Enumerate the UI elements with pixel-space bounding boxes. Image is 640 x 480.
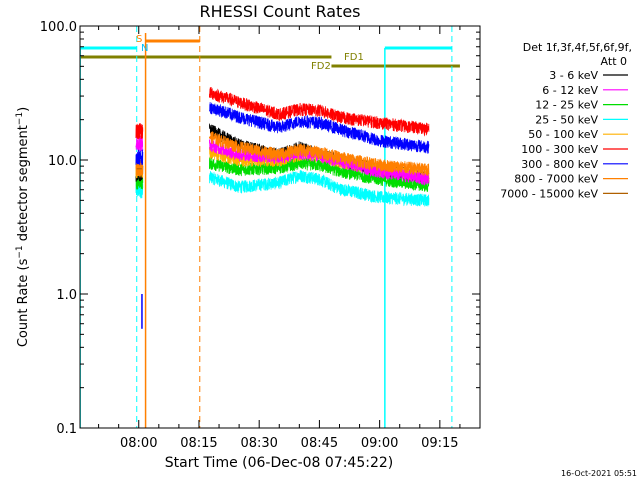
series-line-main <box>209 87 430 137</box>
y-tick-label: 1.0 <box>56 288 77 303</box>
y-axis-label-sup1: −1 <box>15 245 25 258</box>
chart-title: RHESSI Count Rates <box>200 2 361 21</box>
series-line-pre <box>135 149 144 166</box>
legend-entry-label: 25 - 50 keV <box>535 113 598 126</box>
series-line-main <box>209 131 430 176</box>
fd1-label: FD1 <box>344 52 364 63</box>
legend-entry-label: 300 - 800 keV <box>521 158 598 171</box>
x-tick-label: 08:15 <box>180 436 217 451</box>
y-axis-label-main: Count Rate (s <box>16 258 31 347</box>
night-label: N <box>141 43 148 54</box>
legend: Det 1f,3f,4f,5f,6f,9f, Att 0 3 - 6 keV 6 … <box>500 41 632 200</box>
saa-label: S <box>136 34 142 45</box>
x-tick-label: 09:00 <box>361 436 398 451</box>
y-axis-label-mid: detector segment <box>16 125 31 245</box>
timestamp: 16-Oct-2021 05:51 <box>561 469 637 478</box>
annotation-layer: SN FD1 FD2 <box>80 26 460 428</box>
x-tick-label: 08:30 <box>240 436 277 451</box>
x-axis-ticks: 08:00 08:15 08:30 08:45 09:00 09:15 <box>98 26 481 451</box>
series-line-main <box>209 170 430 207</box>
legend-entry-label: 6 - 12 keV <box>542 84 598 97</box>
legend-entry-label: 800 - 7000 keV <box>514 173 598 186</box>
y-axis-label-sup2: −1 <box>15 112 25 125</box>
y-tick-label: 10.0 <box>48 154 77 169</box>
x-tick-label: 08:00 <box>120 436 157 451</box>
legend-entry-label: 12 - 25 keV <box>535 99 598 112</box>
series-line-pre <box>135 135 144 152</box>
series-line-pre <box>135 123 144 140</box>
y-axis-label-end: ) <box>16 107 31 112</box>
legend-header-attenuator: Att 0 <box>601 55 627 68</box>
y-tick-label: 100.0 <box>40 20 77 35</box>
legend-header-detectors: Det 1f,3f,4f,5f,6f,9f, <box>523 41 632 54</box>
legend-entry-label: 3 - 6 keV <box>549 69 598 82</box>
plot-axes <box>79 25 481 429</box>
legend-entry-label: 50 - 100 keV <box>528 128 598 141</box>
plot-frame <box>79 25 481 429</box>
x-tick-label: 09:15 <box>421 436 458 451</box>
y-tick-label: 0.1 <box>56 422 77 437</box>
series-layer <box>135 87 430 207</box>
legend-entry-label: 100 - 300 keV <box>521 143 598 156</box>
legend-entry-label: 7000 - 15000 keV <box>500 187 598 200</box>
series-line-main <box>209 102 430 154</box>
x-axis-label: Start Time (06-Dec-08 07:45:22) <box>165 455 393 471</box>
series-line-pre <box>135 159 144 177</box>
x-tick-label: 08:45 <box>301 436 338 451</box>
fd2-label: FD2 <box>311 61 331 72</box>
y-axis-label: Count Rate (s−1 detector segment−1) <box>15 107 31 347</box>
y-axis-ticks: 100.0 10.0 1.0 0.1 <box>40 20 480 437</box>
